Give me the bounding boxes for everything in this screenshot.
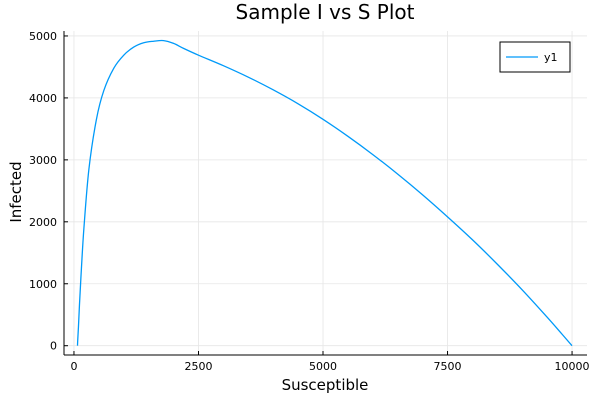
grid <box>64 31 587 355</box>
y-tick-label: 3000 <box>29 154 57 167</box>
y-tick-label: 2000 <box>29 216 57 229</box>
x-axis-title: Susceptible <box>282 376 369 394</box>
y-tick-label: 5000 <box>29 30 57 43</box>
axes <box>63 31 587 356</box>
tick-labels: 0 2500 5000 7500 10000 0 1000 2000 3000 4000 5000 <box>29 30 590 373</box>
x-tick-label: 2500 <box>184 360 212 373</box>
x-tick-label: 0 <box>70 360 77 373</box>
x-tick-label: 7500 <box>434 360 462 373</box>
legend-label-y1: y1 <box>544 51 558 64</box>
chart-title: Sample I vs S Plot <box>236 0 415 24</box>
x-tick-label: 5000 <box>309 360 337 373</box>
series-line-y1 <box>76 39 573 347</box>
legend: y1 <box>499 41 571 73</box>
series <box>76 39 573 347</box>
x-tick-label: 10000 <box>555 360 590 373</box>
y-tick-label: 0 <box>50 340 57 353</box>
y-axis-title: Infected <box>7 161 25 222</box>
y-tick-label: 1000 <box>29 278 57 291</box>
y-tick-label: 4000 <box>29 92 57 105</box>
